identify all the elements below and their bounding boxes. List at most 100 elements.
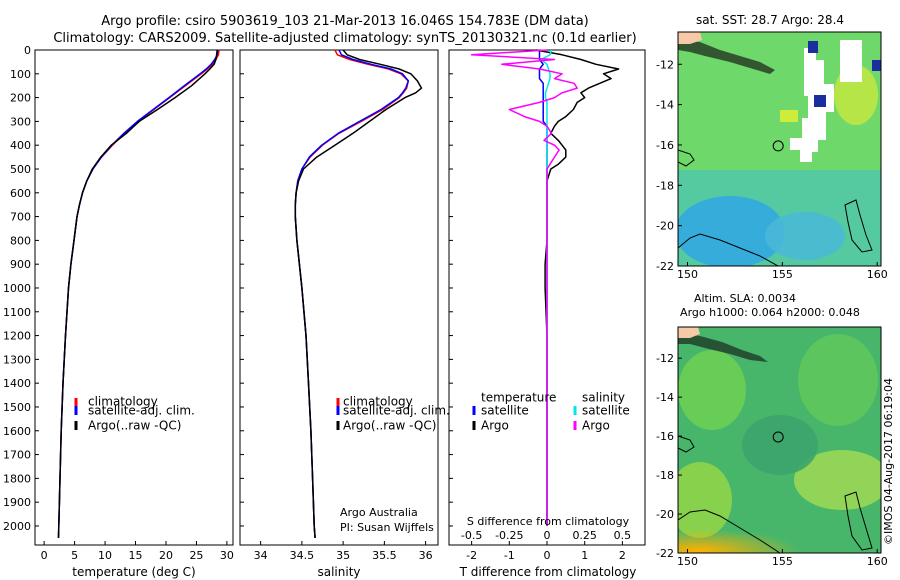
salinity-lines bbox=[294, 49, 423, 538]
sst-map-frame bbox=[677, 31, 882, 267]
sst-warm-patch-2 bbox=[780, 110, 798, 122]
depth-tick-label-18: 1800 bbox=[3, 472, 31, 485]
depth-tick-label-17: 1700 bbox=[3, 449, 31, 462]
temperature-lines bbox=[57, 49, 220, 538]
difference-top-tick-label-4: 0.5 bbox=[614, 529, 632, 542]
sst-dark-cell bbox=[808, 41, 818, 53]
difference-xtick-label-3: 1 bbox=[581, 549, 588, 562]
temperature-xtick-label-5: 25 bbox=[189, 549, 203, 562]
legend-temperature-heading: temperature bbox=[481, 391, 556, 405]
difference-xtick-label-2: 0 bbox=[544, 549, 551, 562]
depth-tick-label-4: 400 bbox=[10, 139, 31, 152]
sla-float-marker bbox=[772, 431, 784, 443]
temperature-ticks: 0100200300400500600700800900100011001200… bbox=[3, 44, 234, 562]
difference-legend: temperature satellite Argo salinity sate… bbox=[472, 391, 630, 433]
sla-map-xtick-label-2: 160 bbox=[867, 555, 888, 568]
sst-map-xtick-label-2: 160 bbox=[867, 268, 888, 281]
salinity-xlabel: salinity bbox=[317, 565, 360, 579]
sla-map-raster bbox=[678, 327, 881, 553]
difference-top-tick-label-3: 0.25 bbox=[572, 529, 597, 542]
depth-tick-label-7: 700 bbox=[10, 211, 31, 224]
depth-tick-label-8: 800 bbox=[10, 234, 31, 247]
sla-coastline-png bbox=[678, 333, 768, 362]
sla-map-ticks: 150 155 160 -12 -14 -16 -18 -20 -22 bbox=[656, 352, 888, 568]
sst-map-ytick-label-0: -12 bbox=[656, 58, 674, 71]
sst-coastline-australia bbox=[678, 233, 780, 266]
depth-tick-label-13: 1300 bbox=[3, 353, 31, 366]
diff-t-argo-line bbox=[535, 49, 620, 526]
sla-map-ytick-label-0: -12 bbox=[656, 352, 674, 365]
depth-tick-label-16: 1600 bbox=[3, 425, 31, 438]
depth-tick-label-11: 1100 bbox=[3, 306, 31, 319]
salinity-ticks: 34 34.5 35 35.5 36 bbox=[240, 49, 433, 562]
sst-dark-cell-2 bbox=[872, 60, 881, 71]
legend2-argo-label: Argo(..raw -QC) bbox=[343, 419, 436, 433]
salinity-xtick-label-2: 35 bbox=[336, 549, 350, 562]
depth-tick-label-19: 1900 bbox=[3, 496, 31, 509]
salinity-xtick-label-0: 34 bbox=[254, 549, 268, 562]
temperature-xtick-label-2: 10 bbox=[98, 549, 112, 562]
salinity-axes-frame bbox=[239, 49, 439, 546]
sla-reef-outline bbox=[844, 491, 873, 551]
sla-map-panel: Altim. SLA: 0.0034 Argo h1000: 0.064 h20… bbox=[656, 292, 888, 568]
salinity-panel: 34 34.5 35 35.5 36 salinity climatology sate… bbox=[239, 49, 450, 579]
sst-map-ytick-label-2: -16 bbox=[656, 139, 674, 152]
legend-t-satellite-label: satellite bbox=[481, 404, 529, 418]
depth-tick-label-5: 500 bbox=[10, 163, 31, 176]
sla-map-ytick-label-3: -18 bbox=[656, 469, 674, 482]
sst-map-panel: sat. SST: 28.7 Argo: 28.4 bbox=[656, 13, 888, 281]
sst-map-ytick-label-4: -20 bbox=[656, 220, 674, 233]
legend-t-argo-label: Argo bbox=[481, 419, 509, 433]
sla-high-1 bbox=[678, 350, 746, 430]
sst-map-title: sat. SST: 28.7 Argo: 28.4 bbox=[696, 13, 844, 27]
sst-cold-patch-2 bbox=[765, 212, 845, 260]
sst-coastline-png bbox=[678, 40, 775, 74]
temperature-panel: 0100200300400500600700800900100011001200… bbox=[3, 44, 234, 579]
sst-map-ytick-label-1: -14 bbox=[656, 99, 674, 112]
temperature-xtick-label-6: 30 bbox=[220, 549, 234, 562]
temperature-argo-line bbox=[57, 49, 218, 538]
difference-xtick-label-1: -1 bbox=[504, 549, 515, 562]
depth-tick-label-6: 600 bbox=[10, 187, 31, 200]
depth-tick-label-9: 900 bbox=[10, 258, 31, 271]
legend-s-argo-label: Argo bbox=[582, 419, 610, 433]
pi-label: PI: Susan Wijffels bbox=[340, 521, 434, 534]
salinity-argo-line bbox=[294, 49, 423, 538]
sst-float-marker bbox=[772, 140, 784, 152]
depth-tick-label-2: 200 bbox=[10, 92, 31, 105]
depth-tick-label-20: 2000 bbox=[3, 520, 31, 533]
depth-tick-label-12: 1200 bbox=[3, 330, 31, 343]
difference-top-tick-label-2: 0 bbox=[544, 529, 551, 542]
difference-xlabel-top: S difference from climatology bbox=[467, 515, 630, 528]
sla-yellow-patch bbox=[678, 510, 881, 553]
temperature-xtick-label-0: 0 bbox=[41, 549, 48, 562]
temperature-xtick-label-3: 15 bbox=[129, 549, 143, 562]
temperature-legend: climatology satellite-adj. clim. Argo(..… bbox=[74, 395, 195, 433]
sla-land-patch bbox=[678, 327, 700, 338]
sst-cold-patch bbox=[678, 196, 785, 266]
sla-high-3 bbox=[794, 450, 881, 510]
legend-s-satellite-label: satellite bbox=[582, 404, 630, 418]
figure-title-line1: Argo profile: csiro 5903619_103 21-Mar-2… bbox=[101, 14, 589, 29]
difference-panel: -2 -1 0 1 2 -0.5 -0.25 0 0.25 0.5 S difference fr… bbox=[448, 49, 646, 579]
sla-high-2 bbox=[798, 334, 878, 426]
sla-map-frame bbox=[677, 326, 882, 554]
depth-tick-label-10: 1000 bbox=[3, 282, 31, 295]
temperature-xtick-label-4: 20 bbox=[159, 549, 173, 562]
legend-satellite-label: satellite-adj. clim. bbox=[88, 404, 195, 418]
sst-dark-cell-3 bbox=[814, 95, 826, 107]
sst-cloud-gap-2 bbox=[840, 40, 862, 82]
institution-label: Argo Australia bbox=[340, 506, 418, 519]
sla-map-xtick-label-0: 150 bbox=[677, 555, 698, 568]
sst-reef-outline bbox=[844, 199, 873, 253]
difference-top-tick-label-0: -0.5 bbox=[461, 529, 482, 542]
sla-map-ytick-label-4: -20 bbox=[656, 508, 674, 521]
sla-low-1 bbox=[742, 415, 818, 475]
temperature-xlabel: temperature (deg C) bbox=[72, 565, 195, 579]
sla-map-title1: Altim. SLA: 0.0034 bbox=[694, 292, 796, 305]
difference-top-tick-label-1: -0.25 bbox=[495, 529, 523, 542]
copyright-stamp: ©IMOS 04-Aug-2017 06:19:04 bbox=[882, 378, 895, 545]
legend2-climatology-label: climatology bbox=[343, 395, 413, 409]
sst-cloud-gap bbox=[790, 48, 834, 162]
sla-map-ytick-label-5: -22 bbox=[656, 547, 674, 560]
